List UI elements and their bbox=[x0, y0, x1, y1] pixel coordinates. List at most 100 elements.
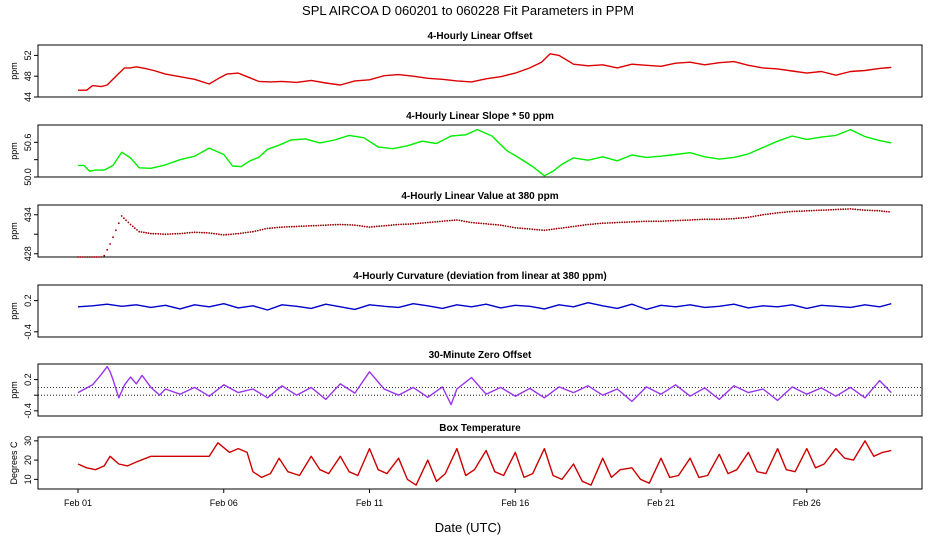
data-point bbox=[174, 232, 177, 235]
data-point bbox=[252, 230, 254, 233]
data-point bbox=[660, 220, 662, 223]
data-point bbox=[256, 229, 259, 232]
data-point bbox=[621, 221, 623, 224]
data-point bbox=[230, 233, 232, 236]
data-point bbox=[507, 225, 509, 228]
data-point bbox=[79, 256, 82, 258]
data-point bbox=[320, 224, 322, 227]
data-point bbox=[511, 226, 514, 229]
data-point bbox=[502, 224, 504, 227]
data-point bbox=[407, 223, 410, 226]
y-tick-label: 50.0 bbox=[23, 168, 33, 186]
data-point bbox=[842, 208, 845, 211]
data-point bbox=[801, 210, 803, 213]
data-point bbox=[662, 220, 665, 223]
data-point bbox=[288, 225, 291, 228]
data-point bbox=[528, 228, 531, 230]
data-point bbox=[776, 211, 779, 214]
data-point bbox=[380, 225, 383, 227]
data-point bbox=[422, 222, 424, 224]
data-point bbox=[888, 211, 890, 213]
data-point bbox=[839, 208, 842, 211]
data-point bbox=[575, 225, 577, 228]
data-point bbox=[869, 209, 871, 212]
data-point bbox=[225, 233, 228, 236]
y-tick-label: 434 bbox=[23, 207, 33, 222]
data-point bbox=[774, 212, 777, 215]
data-point bbox=[305, 225, 308, 227]
plot-frame bbox=[37, 124, 923, 178]
data-point bbox=[541, 229, 543, 232]
data-point bbox=[631, 221, 633, 223]
data-point bbox=[545, 229, 548, 231]
data-point bbox=[441, 220, 444, 223]
x-tick-label: Feb 11 bbox=[356, 498, 383, 508]
data-point bbox=[446, 219, 449, 222]
data-point bbox=[239, 232, 242, 235]
data-point bbox=[626, 221, 628, 224]
data-point bbox=[115, 229, 117, 232]
data-point bbox=[98, 256, 100, 258]
data-point bbox=[480, 222, 483, 225]
data-point bbox=[456, 219, 458, 221]
data-point bbox=[259, 229, 262, 231]
data-point bbox=[852, 208, 854, 211]
data-point bbox=[186, 232, 189, 234]
data-point bbox=[516, 227, 519, 229]
data-point bbox=[490, 223, 492, 226]
data-point bbox=[803, 210, 806, 212]
plot-frame bbox=[37, 44, 923, 98]
data-point bbox=[596, 222, 599, 225]
y-tick-label: 44 bbox=[23, 92, 33, 102]
data-point bbox=[120, 215, 123, 217]
panel-2: 4-Hourly Linear Slope * 50 ppm 50.0 50.6 pp… bbox=[9, 111, 923, 186]
data-point bbox=[584, 223, 587, 226]
data-point bbox=[247, 231, 249, 234]
data-point bbox=[361, 225, 364, 228]
data-point bbox=[278, 226, 281, 229]
data-point bbox=[218, 233, 220, 236]
data-point bbox=[388, 224, 390, 227]
data-point bbox=[463, 220, 466, 223]
data-point bbox=[181, 232, 184, 235]
data-point bbox=[475, 222, 478, 224]
data-point bbox=[818, 209, 820, 212]
plot-frame bbox=[37, 436, 923, 490]
data-point bbox=[453, 219, 456, 222]
data-point bbox=[312, 224, 315, 227]
data-point bbox=[648, 220, 650, 223]
data-point bbox=[713, 218, 716, 221]
data-point bbox=[150, 232, 152, 235]
data-point bbox=[227, 233, 230, 236]
data-point bbox=[276, 226, 279, 229]
data-point bbox=[689, 219, 691, 221]
data-point bbox=[307, 225, 310, 227]
data-point bbox=[385, 224, 388, 227]
data-point bbox=[88, 256, 91, 258]
x-axis: Feb 01 Feb 06 Feb 11 Feb 16 Feb 21 Feb 26 bbox=[64, 489, 821, 508]
data-point bbox=[878, 209, 881, 212]
data-point bbox=[805, 209, 808, 212]
data-point bbox=[103, 254, 106, 257]
data-point bbox=[609, 222, 611, 224]
data-point bbox=[465, 220, 468, 223]
data-point bbox=[264, 228, 266, 230]
data-point bbox=[249, 231, 252, 233]
data-point bbox=[553, 228, 555, 230]
data-point bbox=[497, 224, 500, 226]
y-tick-label: -0.4 bbox=[23, 403, 33, 419]
data-point bbox=[198, 231, 201, 234]
data-point bbox=[606, 222, 609, 224]
data-point bbox=[526, 227, 529, 230]
data-point bbox=[788, 210, 791, 213]
panel-title: 4-Hourly Linear Slope * 50 ppm bbox=[406, 111, 554, 122]
data-point bbox=[392, 224, 395, 226]
data-point bbox=[757, 214, 760, 217]
data-point bbox=[784, 211, 786, 214]
data-point bbox=[136, 229, 138, 231]
data-point bbox=[514, 226, 517, 229]
y-axis-label: ppm bbox=[9, 142, 19, 160]
data-point bbox=[716, 218, 718, 221]
data-point bbox=[125, 219, 127, 222]
